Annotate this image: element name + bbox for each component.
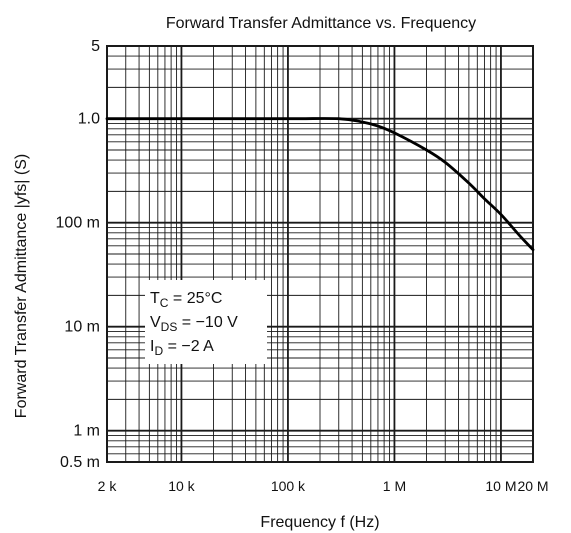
y-tick-label: 5 bbox=[91, 38, 100, 55]
y-tick-label: 100 m bbox=[56, 215, 100, 232]
series-line bbox=[105, 117, 535, 252]
y-tick-label: 0.5 m bbox=[60, 454, 100, 471]
annotation-line: VDS = −10 V bbox=[150, 314, 238, 334]
annotation-line: TC = 25°C bbox=[150, 290, 222, 310]
x-tick-label: 100 k bbox=[271, 478, 306, 494]
tick-labels: 2 k 10 k 100 k 1 M 10 M 20 M 5 1.0 100 m 10 m 1 m 0… bbox=[56, 38, 549, 494]
y-axis-label: Forward Transfer Admittance |yfs| (S) bbox=[13, 154, 30, 418]
x-axis-label: Frequency f (Hz) bbox=[260, 514, 379, 531]
x-tick-label: 2 k bbox=[98, 478, 118, 494]
x-tick-label: 10 k bbox=[168, 478, 195, 494]
x-tick-label: 10 M bbox=[485, 478, 516, 494]
y-tick-label: 10 m bbox=[64, 319, 100, 336]
series-layer bbox=[105, 117, 535, 252]
annotation-line: ID = −2 A bbox=[150, 338, 214, 358]
y-tick-label: 1.0 bbox=[78, 111, 100, 128]
x-tick-label: 20 M bbox=[517, 478, 548, 494]
grid-layer bbox=[106, 45, 534, 463]
y-tick-label: 1 m bbox=[73, 423, 100, 440]
plot-frame bbox=[106, 45, 534, 463]
chart-title: Forward Transfer Admittance vs. Frequenc… bbox=[166, 15, 476, 32]
annotation-background bbox=[145, 280, 267, 364]
x-tick-label: 1 M bbox=[383, 478, 406, 494]
conditions-annotation: TC = 25°C VDS = −10 V ID = −2 A bbox=[145, 280, 267, 364]
